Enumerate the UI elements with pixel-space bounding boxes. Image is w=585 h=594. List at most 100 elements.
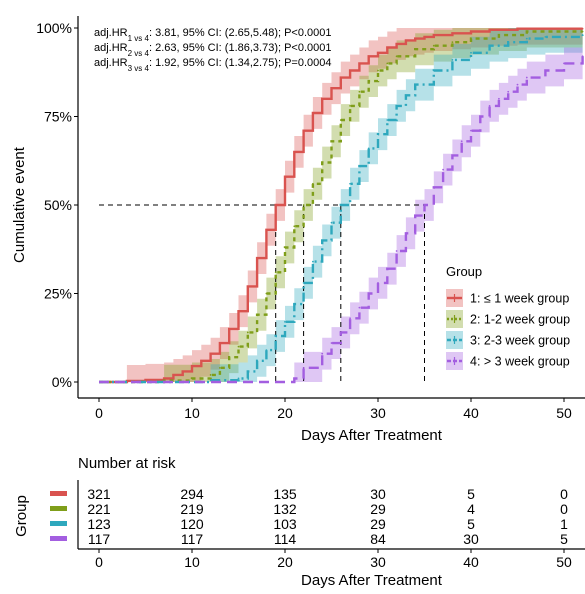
series-3-point bbox=[544, 35, 547, 38]
risk-table-cell: 84 bbox=[370, 531, 386, 547]
series-1-point bbox=[349, 69, 351, 72]
series-4-point bbox=[293, 377, 296, 380]
series-1-point bbox=[302, 129, 305, 132]
series-1-point bbox=[321, 97, 324, 100]
risk-table-cell: 29 bbox=[370, 516, 386, 532]
series-2-point bbox=[219, 366, 221, 369]
series-1-point bbox=[284, 175, 286, 178]
series-4-point bbox=[302, 366, 305, 369]
series-4-point bbox=[405, 232, 407, 235]
risk-table-cell: 135 bbox=[273, 486, 297, 502]
series-3-point bbox=[293, 303, 296, 306]
series-4-point bbox=[386, 267, 389, 270]
series-1-point bbox=[237, 310, 240, 313]
series-1-point bbox=[163, 377, 166, 380]
series-1-point bbox=[191, 365, 193, 367]
series-3-point bbox=[265, 349, 268, 352]
risk-table-cell: 132 bbox=[273, 501, 297, 517]
series-2-point bbox=[274, 271, 277, 274]
risk-table-cell: 117 bbox=[181, 531, 204, 547]
risk-table-cell: 5 bbox=[467, 486, 475, 502]
legend-label-1: 1: ≤ 1 week group bbox=[470, 292, 569, 306]
risk-x-tick-label: 20 bbox=[277, 554, 293, 570]
x-tick-label: 30 bbox=[370, 405, 386, 421]
y-tick-label: 100% bbox=[36, 20, 72, 36]
ci-band-series-1 bbox=[99, 28, 583, 382]
risk-table-cell: 30 bbox=[370, 486, 386, 502]
series-2-point bbox=[349, 104, 351, 107]
risk-x-tick-label: 40 bbox=[463, 554, 479, 570]
series-line-2 bbox=[99, 30, 583, 384]
series-2-point bbox=[386, 62, 389, 65]
hr-annotation-3: adj.HR3 vs 4: 1.92, 95% CI: (1.34,2.75);… bbox=[94, 57, 332, 73]
series-1-point bbox=[377, 51, 379, 54]
hr-annotation-1: adj.HR1 vs 4: 3.81, 95% CI: (2.65,5.48);… bbox=[94, 27, 332, 43]
series-3-point bbox=[405, 94, 407, 97]
series-3-point bbox=[302, 281, 305, 284]
series-1-point bbox=[423, 35, 426, 38]
risk-x-axis-title: Days After Treatment bbox=[301, 572, 443, 589]
series-2-point bbox=[498, 34, 500, 36]
y-tick-label: 25% bbox=[44, 286, 72, 302]
series-3-point bbox=[284, 320, 286, 323]
y-tick-label: 50% bbox=[44, 197, 72, 213]
series-2-point bbox=[451, 41, 454, 44]
series-2-point bbox=[377, 69, 379, 72]
series-3-point bbox=[414, 83, 417, 86]
series-4-point bbox=[488, 104, 491, 107]
series-1-point bbox=[516, 27, 519, 30]
series-line-1 bbox=[99, 27, 583, 384]
series-3-point bbox=[525, 37, 528, 40]
risk-table-cell: 4 bbox=[467, 501, 475, 517]
series-4-point bbox=[414, 214, 417, 217]
risk-table-cell: 30 bbox=[463, 531, 479, 547]
series-4-point bbox=[563, 62, 565, 65]
series-3-point bbox=[312, 260, 314, 263]
series-3-point bbox=[237, 377, 240, 380]
series-1-point bbox=[488, 28, 491, 31]
risk-table-cell: 1 bbox=[560, 516, 568, 532]
series-2-point bbox=[470, 37, 472, 40]
series-1-point bbox=[405, 39, 407, 42]
series-3-point bbox=[256, 359, 258, 362]
risk-table-cell: 5 bbox=[560, 531, 568, 547]
series-4-point bbox=[367, 292, 370, 295]
series-2-point bbox=[246, 331, 249, 334]
series-4-point bbox=[442, 168, 444, 171]
series-1-point bbox=[330, 87, 333, 90]
series-1-point bbox=[581, 27, 584, 30]
risk-table-cell: 123 bbox=[87, 516, 111, 532]
series-3-point bbox=[395, 104, 398, 107]
risk-table-cell: 5 bbox=[467, 516, 475, 532]
risk-row-color-key-3 bbox=[50, 521, 67, 526]
series-4-point bbox=[525, 76, 528, 79]
risk-table-cell: 219 bbox=[180, 501, 204, 517]
series-4-point bbox=[470, 129, 472, 132]
series-3-point bbox=[451, 58, 454, 61]
legend-label-2: 2: 1-2 week group bbox=[470, 313, 570, 327]
series-4-point bbox=[451, 154, 454, 157]
risk-table-cell: 221 bbox=[87, 501, 111, 517]
series-2-point bbox=[321, 161, 324, 164]
series-1-point bbox=[293, 151, 296, 153]
series-3-point bbox=[470, 51, 472, 54]
series-2-point bbox=[432, 44, 435, 47]
y-tick-label: 0% bbox=[52, 374, 72, 390]
x-axis-title: Days After Treatment bbox=[301, 427, 443, 444]
series-3-point bbox=[358, 165, 361, 167]
series-4-point bbox=[498, 97, 500, 100]
series-2-point bbox=[339, 119, 342, 121]
series-3-point bbox=[349, 182, 351, 185]
series-1-point bbox=[144, 378, 147, 381]
x-tick-label: 40 bbox=[463, 405, 479, 421]
series-1-point bbox=[432, 34, 435, 36]
series-3-point bbox=[321, 239, 324, 242]
series-3-point bbox=[330, 221, 333, 224]
series-1-point bbox=[367, 55, 370, 58]
series-1-point bbox=[339, 76, 342, 79]
series-4-point bbox=[358, 306, 361, 309]
risk-x-tick-label: 0 bbox=[95, 554, 103, 570]
series-1-point bbox=[246, 285, 249, 288]
y-axis-title: Cumulative event bbox=[11, 146, 28, 263]
